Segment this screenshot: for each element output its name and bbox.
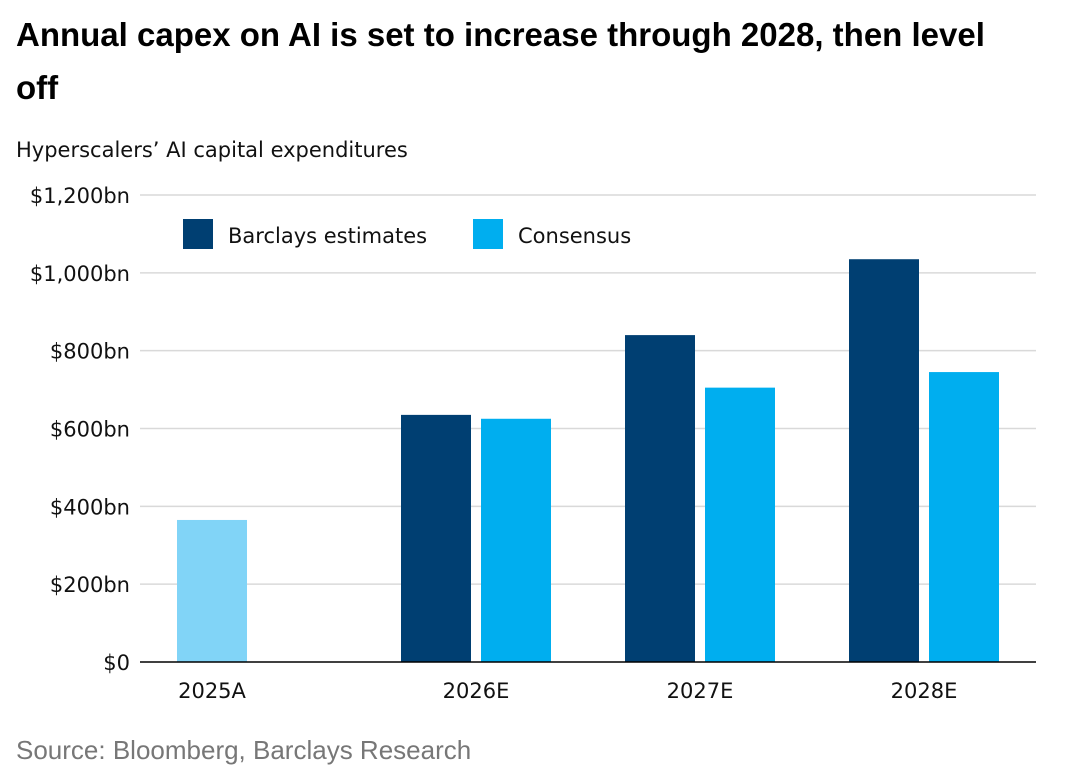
bar-consensus-2027E <box>705 387 775 662</box>
bar-consensus-2026E <box>481 418 551 662</box>
y-tick-label: $200bn <box>50 573 130 597</box>
y-tick-label: $1,000bn <box>30 262 130 286</box>
bar-actual-2025A <box>177 519 247 662</box>
y-tick-label: $0 <box>103 651 130 675</box>
x-tick-label: 2027E <box>667 679 734 703</box>
x-tick-label: 2025A <box>178 679 246 703</box>
y-axis-ticks: $0 $200bn $400bn $600bn $800bn $1,000bn $1,200… <box>30 184 130 675</box>
source-note: Source: Bloomberg, Barclays Research <box>16 735 472 765</box>
y-tick-label: $600bn <box>50 418 130 442</box>
bar-barclays-2027E <box>625 335 695 662</box>
chart-subtitle: Hyperscalers’ AI capital expenditures <box>16 138 408 162</box>
bar-barclays-2026E <box>401 414 471 662</box>
bars <box>177 259 999 662</box>
legend-swatch-consensus <box>473 219 503 249</box>
bar-consensus-2028E <box>929 372 999 662</box>
x-tick-label: 2026E <box>443 679 510 703</box>
x-axis-ticks: 2025A 2026E 2027E 2028E <box>178 679 957 703</box>
legend-swatch-barclays <box>183 219 213 249</box>
legend: Barclays estimates Consensus <box>183 219 631 249</box>
y-tick-label: $800bn <box>50 340 130 364</box>
legend-label: Consensus <box>518 224 631 248</box>
bar-barclays-2028E <box>849 259 919 662</box>
y-tick-label: $400bn <box>50 495 130 519</box>
chart-title: Annual capex on AI is set to increase th… <box>16 16 985 106</box>
legend-label: Barclays estimates <box>228 224 427 248</box>
x-tick-label: 2028E <box>891 679 958 703</box>
y-tick-label: $1,200bn <box>30 184 130 208</box>
